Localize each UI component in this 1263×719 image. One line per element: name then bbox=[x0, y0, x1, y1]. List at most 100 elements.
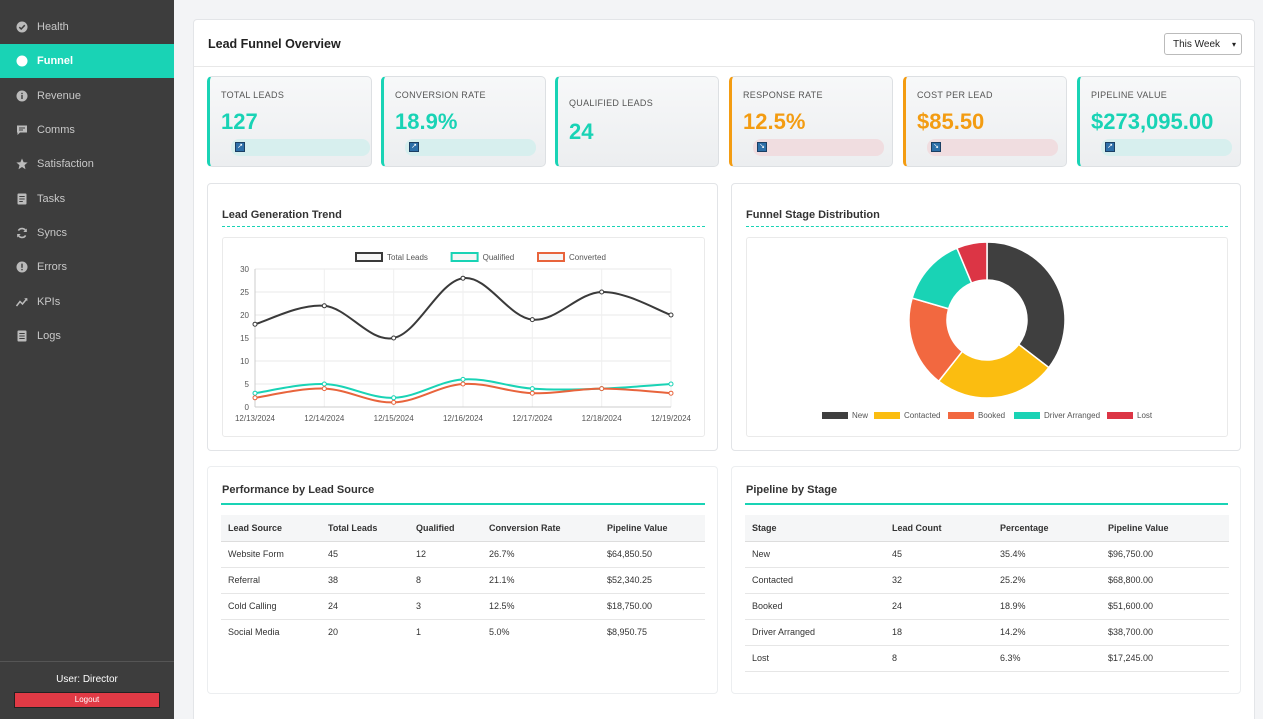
sidebar-item-satisfaction[interactable]: Satisfaction bbox=[0, 147, 174, 181]
card-title: Funnel Stage Distribution bbox=[746, 209, 880, 221]
table-cell: 25.2% bbox=[993, 567, 1101, 594]
legend-label: Qualified bbox=[483, 253, 515, 262]
kpi-qualified-leads: QUALIFIED LEADS 24 bbox=[555, 76, 719, 167]
kpi-label: TOTAL LEADS bbox=[221, 90, 285, 100]
sidebar-item-health[interactable]: Health bbox=[0, 10, 174, 44]
x-tick-label: 12/13/2024 bbox=[235, 414, 276, 423]
sidebar-item-revenue[interactable]: Revenue bbox=[0, 79, 174, 113]
data-point bbox=[460, 381, 466, 387]
table-cell: 12.5% bbox=[482, 593, 600, 620]
trend-icon bbox=[16, 296, 28, 308]
y-tick-label: 25 bbox=[240, 288, 249, 297]
kpi-value: 127 bbox=[221, 109, 258, 134]
donut-slice bbox=[986, 241, 1066, 369]
table-row: Driver Arranged 18 14.2% $38,700.00 bbox=[745, 619, 1229, 646]
title-rule bbox=[745, 503, 1228, 505]
table-cell: Lost bbox=[745, 645, 885, 672]
chevron-down-icon: ▾ bbox=[1231, 40, 1236, 49]
table-cell: Booked bbox=[745, 593, 885, 620]
table-cell: Driver Arranged bbox=[745, 619, 885, 646]
title-rule bbox=[222, 226, 705, 227]
alert-icon bbox=[16, 261, 28, 273]
sidebar-footer: User: Director Logout bbox=[0, 661, 174, 719]
kpi-label: QUALIFIED LEADS bbox=[569, 98, 654, 108]
table-cell: $8,950.75 bbox=[607, 627, 648, 638]
kpi-trend-bar: ↗ bbox=[231, 139, 370, 156]
column-header: Total Leads bbox=[321, 515, 409, 542]
y-tick-label: 0 bbox=[245, 403, 250, 412]
table-cell: $52,340.25 bbox=[600, 567, 705, 594]
data-point bbox=[529, 317, 535, 323]
table-cell: Cold Calling bbox=[221, 593, 321, 620]
legend-label: Contacted bbox=[904, 411, 940, 420]
lead-trend-card: Lead Generation Trend 0 5 10 15 20 25 30 12/13/… bbox=[207, 183, 718, 451]
sidebar-item-logs[interactable]: Logs bbox=[0, 319, 174, 353]
kpi-trend-bar: ↗ bbox=[1101, 139, 1232, 156]
period-select[interactable]: This Week ▾ bbox=[1164, 33, 1242, 55]
kpi-value: 12.5% bbox=[743, 109, 806, 134]
kpi-trend-bar: ↗ bbox=[405, 139, 536, 156]
trend-up-icon: ↗ bbox=[1105, 142, 1115, 152]
data-point bbox=[668, 312, 674, 318]
data-point bbox=[529, 386, 535, 392]
table-row: Contacted 32 25.2% $68,800.00 bbox=[745, 567, 1229, 594]
page-title: Lead Funnel Overview bbox=[208, 37, 341, 51]
sidebar-item-errors[interactable]: Errors bbox=[0, 250, 174, 284]
x-tick-label: 12/14/2024 bbox=[304, 414, 345, 423]
data-point bbox=[321, 381, 327, 387]
table-cell: 26.7% bbox=[482, 541, 600, 568]
column-header: Percentage bbox=[993, 515, 1101, 542]
table-cell: 18.9% bbox=[993, 593, 1101, 620]
table-row: Website Form 45 12 26.7% $64,850.50 bbox=[221, 541, 705, 568]
sidebar-item-label: Comms bbox=[37, 124, 75, 136]
column-header: Conversion Rate bbox=[482, 515, 600, 542]
column-header: Lead Count bbox=[885, 515, 993, 542]
legend-swatch bbox=[822, 412, 848, 419]
line-chart-box: 0 5 10 15 20 25 30 12/13/2024 12/14/2024 12/15/20… bbox=[222, 237, 705, 437]
sidebar-item-funnel[interactable]: Funnel bbox=[0, 44, 174, 78]
table-cell: 8 bbox=[409, 567, 482, 594]
sidebar-item-label: Satisfaction bbox=[37, 158, 94, 170]
table-cell: 12 bbox=[409, 541, 482, 568]
column-header: Pipeline Value bbox=[1101, 515, 1229, 542]
data-point bbox=[460, 376, 466, 382]
star-icon bbox=[16, 158, 28, 170]
legend-swatch bbox=[1107, 412, 1133, 419]
data-point bbox=[391, 335, 397, 341]
column-header: Qualified bbox=[409, 515, 482, 542]
table-cell: $68,800.00 bbox=[1101, 567, 1229, 594]
sidebar-item-label: Errors bbox=[37, 261, 67, 273]
sync-icon bbox=[16, 227, 28, 239]
title-rule bbox=[221, 503, 705, 505]
sidebar-item-kpis[interactable]: KPIs bbox=[0, 285, 174, 319]
table-cell: 18 bbox=[885, 619, 993, 646]
table-row: Referral 38 8 21.1% $52,340.25 bbox=[221, 567, 705, 594]
sidebar: Health Funnel Revenue Comms Satisfaction… bbox=[0, 0, 174, 719]
sidebar-item-tasks[interactable]: Tasks bbox=[0, 182, 174, 216]
sidebar-item-comms[interactable]: Comms bbox=[0, 113, 174, 147]
table-cell: 32 bbox=[885, 567, 993, 594]
kpi-value: 24 bbox=[569, 119, 594, 144]
data-point bbox=[599, 289, 605, 295]
sidebar-item-label: Tasks bbox=[37, 193, 66, 205]
table-cell: 45 bbox=[321, 541, 409, 568]
table-cell: $96,750.00 bbox=[1101, 541, 1229, 568]
kpi-label: RESPONSE RATE bbox=[743, 90, 823, 100]
logout-button[interactable]: Logout bbox=[14, 692, 160, 708]
document-icon bbox=[16, 193, 28, 205]
legend-swatch bbox=[537, 252, 565, 262]
title-rule bbox=[746, 226, 1228, 227]
table-row: Cold Calling 24 3 12.5% $18,750.00 bbox=[221, 593, 705, 620]
table-cell: 24 bbox=[321, 593, 409, 620]
table-cell: 21.1% bbox=[482, 567, 600, 594]
sidebar-item-label: Syncs bbox=[37, 227, 67, 239]
legend-swatch bbox=[948, 412, 974, 419]
sidebar-item-syncs[interactable]: Syncs bbox=[0, 216, 174, 250]
trend-up-icon: ↗ bbox=[409, 142, 419, 152]
table-cell: Website Form bbox=[221, 541, 321, 568]
kpi-trend-bar: ↘ bbox=[927, 139, 1058, 156]
table-cell: $51,600.00 bbox=[1101, 593, 1229, 620]
legend-label: New bbox=[852, 411, 868, 420]
donut-chart: New Contacted Booked Driver Arranged Lost bbox=[822, 241, 1153, 420]
donut-slice bbox=[955, 241, 988, 285]
